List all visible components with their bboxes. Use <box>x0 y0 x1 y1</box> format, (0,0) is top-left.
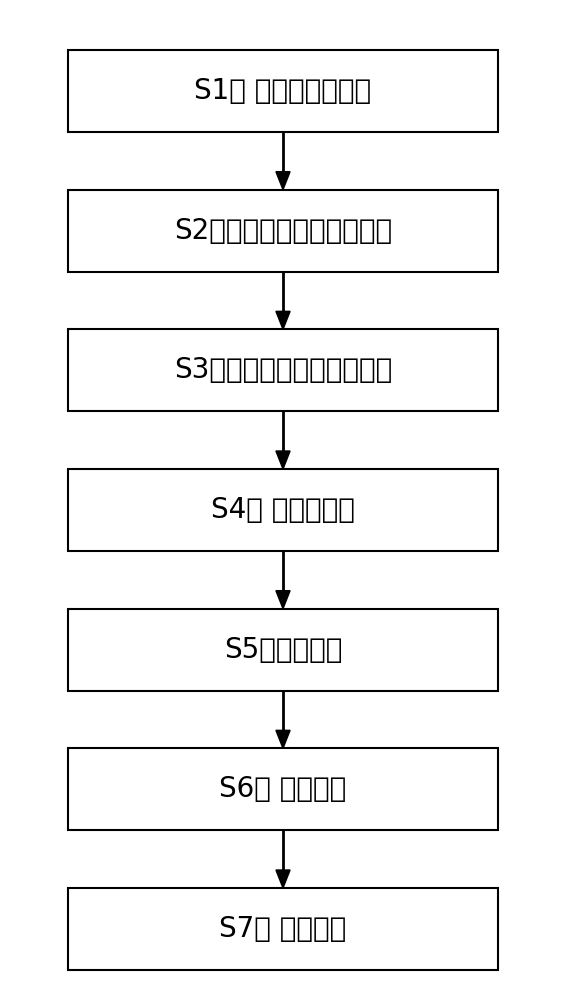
Polygon shape <box>276 730 290 748</box>
FancyBboxPatch shape <box>68 329 498 411</box>
FancyBboxPatch shape <box>68 748 498 830</box>
Text: S7、 硫化成型: S7、 硫化成型 <box>220 915 346 943</box>
Text: S2、纯碳石墨烯溶液的制备: S2、纯碳石墨烯溶液的制备 <box>174 217 392 245</box>
Polygon shape <box>276 311 290 329</box>
Polygon shape <box>276 451 290 469</box>
Text: S1、 所需原料的备用: S1、 所需原料的备用 <box>195 77 371 105</box>
Polygon shape <box>276 870 290 888</box>
FancyBboxPatch shape <box>68 190 498 272</box>
Text: S3、杜仲天然胶溶液的制备: S3、杜仲天然胶溶液的制备 <box>174 356 392 384</box>
Polygon shape <box>276 172 290 190</box>
Polygon shape <box>276 591 290 609</box>
FancyBboxPatch shape <box>68 50 498 132</box>
FancyBboxPatch shape <box>68 469 498 551</box>
Text: S6、 真空干燥: S6、 真空干燥 <box>220 775 346 803</box>
Text: S4、 原料的混合: S4、 原料的混合 <box>211 496 355 524</box>
FancyBboxPatch shape <box>68 609 498 691</box>
FancyBboxPatch shape <box>68 888 498 970</box>
Text: S5、混练均匀: S5、混练均匀 <box>224 636 342 664</box>
